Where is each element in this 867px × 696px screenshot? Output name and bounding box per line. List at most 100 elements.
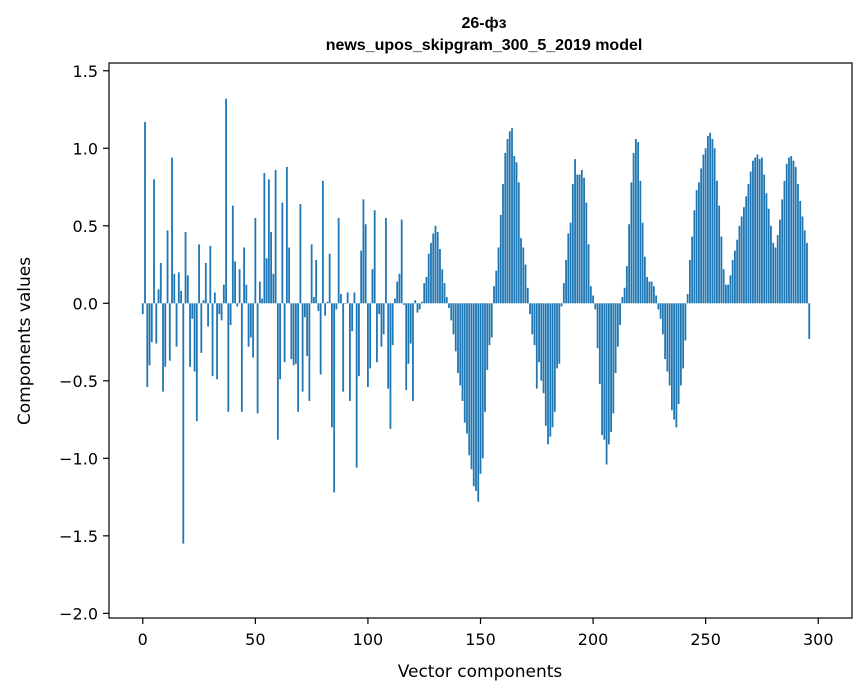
bar (294, 303, 297, 364)
bar (317, 303, 320, 312)
bar (634, 138, 637, 304)
bar (360, 250, 363, 304)
bar (355, 303, 358, 468)
bar (254, 218, 257, 304)
bar (337, 218, 340, 304)
bar (659, 303, 662, 319)
bar (211, 303, 214, 377)
bar (184, 231, 187, 304)
x-axis-ticks: 0 50 100 150 200 250 300 (138, 618, 834, 649)
bar (270, 231, 273, 304)
bar (283, 303, 286, 363)
bar (643, 256, 646, 304)
bar (538, 303, 540, 363)
bar (369, 303, 372, 369)
bar (520, 238, 522, 304)
bar (216, 303, 218, 380)
bar (222, 284, 225, 304)
bar (200, 303, 203, 353)
bar (502, 183, 504, 304)
bar (159, 262, 162, 304)
bar (297, 303, 300, 412)
bar (299, 204, 302, 304)
bar (788, 157, 790, 304)
bar (290, 303, 293, 360)
bar (616, 303, 619, 347)
chart-title-line2: news_upos_skipgram_300_5_2019 model (326, 37, 643, 54)
bar (164, 303, 167, 367)
bar (243, 247, 245, 304)
bar (376, 303, 378, 363)
bar (400, 219, 403, 304)
bar (292, 303, 295, 366)
bar (686, 293, 689, 304)
bar (265, 258, 268, 304)
bar (713, 148, 716, 304)
bar (378, 303, 381, 315)
bar (677, 303, 680, 405)
bar (448, 303, 450, 308)
bar (225, 98, 227, 304)
bar (475, 303, 477, 491)
bar (146, 303, 149, 388)
bar (513, 156, 516, 304)
bar (306, 303, 309, 356)
bar (506, 138, 509, 304)
bar (418, 303, 421, 310)
x-tick-label: 300 (803, 630, 834, 649)
bar (470, 303, 473, 470)
bar (488, 303, 491, 346)
bar (752, 160, 754, 304)
bar (472, 303, 475, 487)
bar (668, 303, 671, 386)
bar (808, 303, 811, 339)
bar (652, 286, 655, 304)
bar (166, 230, 169, 304)
bar (364, 224, 367, 304)
bar (517, 182, 520, 304)
bar (641, 222, 644, 304)
bar (779, 219, 781, 304)
bar (141, 303, 144, 315)
bar (718, 205, 721, 304)
bar (427, 253, 430, 304)
bar (571, 183, 574, 304)
bar (340, 293, 342, 304)
bar (693, 210, 696, 304)
bar-series (141, 98, 811, 544)
bar (450, 303, 453, 321)
bar (657, 303, 660, 310)
bar (560, 303, 563, 307)
bar (380, 303, 383, 347)
bar (529, 303, 531, 315)
bar (331, 303, 333, 428)
bar (191, 303, 194, 319)
bar (407, 303, 410, 364)
bar (389, 303, 392, 429)
bar (607, 303, 610, 445)
bar (321, 180, 324, 304)
y-tick-label: 0.5 (73, 217, 98, 236)
bar (743, 207, 745, 304)
bar (173, 273, 176, 304)
bar (362, 199, 365, 304)
bar (598, 303, 601, 384)
bar (612, 303, 615, 414)
bar (344, 303, 347, 304)
bar (729, 275, 732, 304)
bar (218, 303, 221, 315)
bar (524, 264, 527, 304)
x-tick-label: 50 (245, 630, 265, 649)
bar (461, 303, 464, 401)
bar (727, 284, 730, 304)
y-tick-label: 0.0 (73, 294, 98, 313)
bar (801, 216, 804, 304)
bar (679, 303, 682, 386)
bar (603, 303, 606, 440)
bar (240, 303, 243, 412)
bar (256, 303, 259, 414)
bar (168, 303, 171, 361)
bar (515, 162, 518, 304)
x-tick-label: 100 (353, 630, 384, 649)
bar (774, 247, 777, 304)
